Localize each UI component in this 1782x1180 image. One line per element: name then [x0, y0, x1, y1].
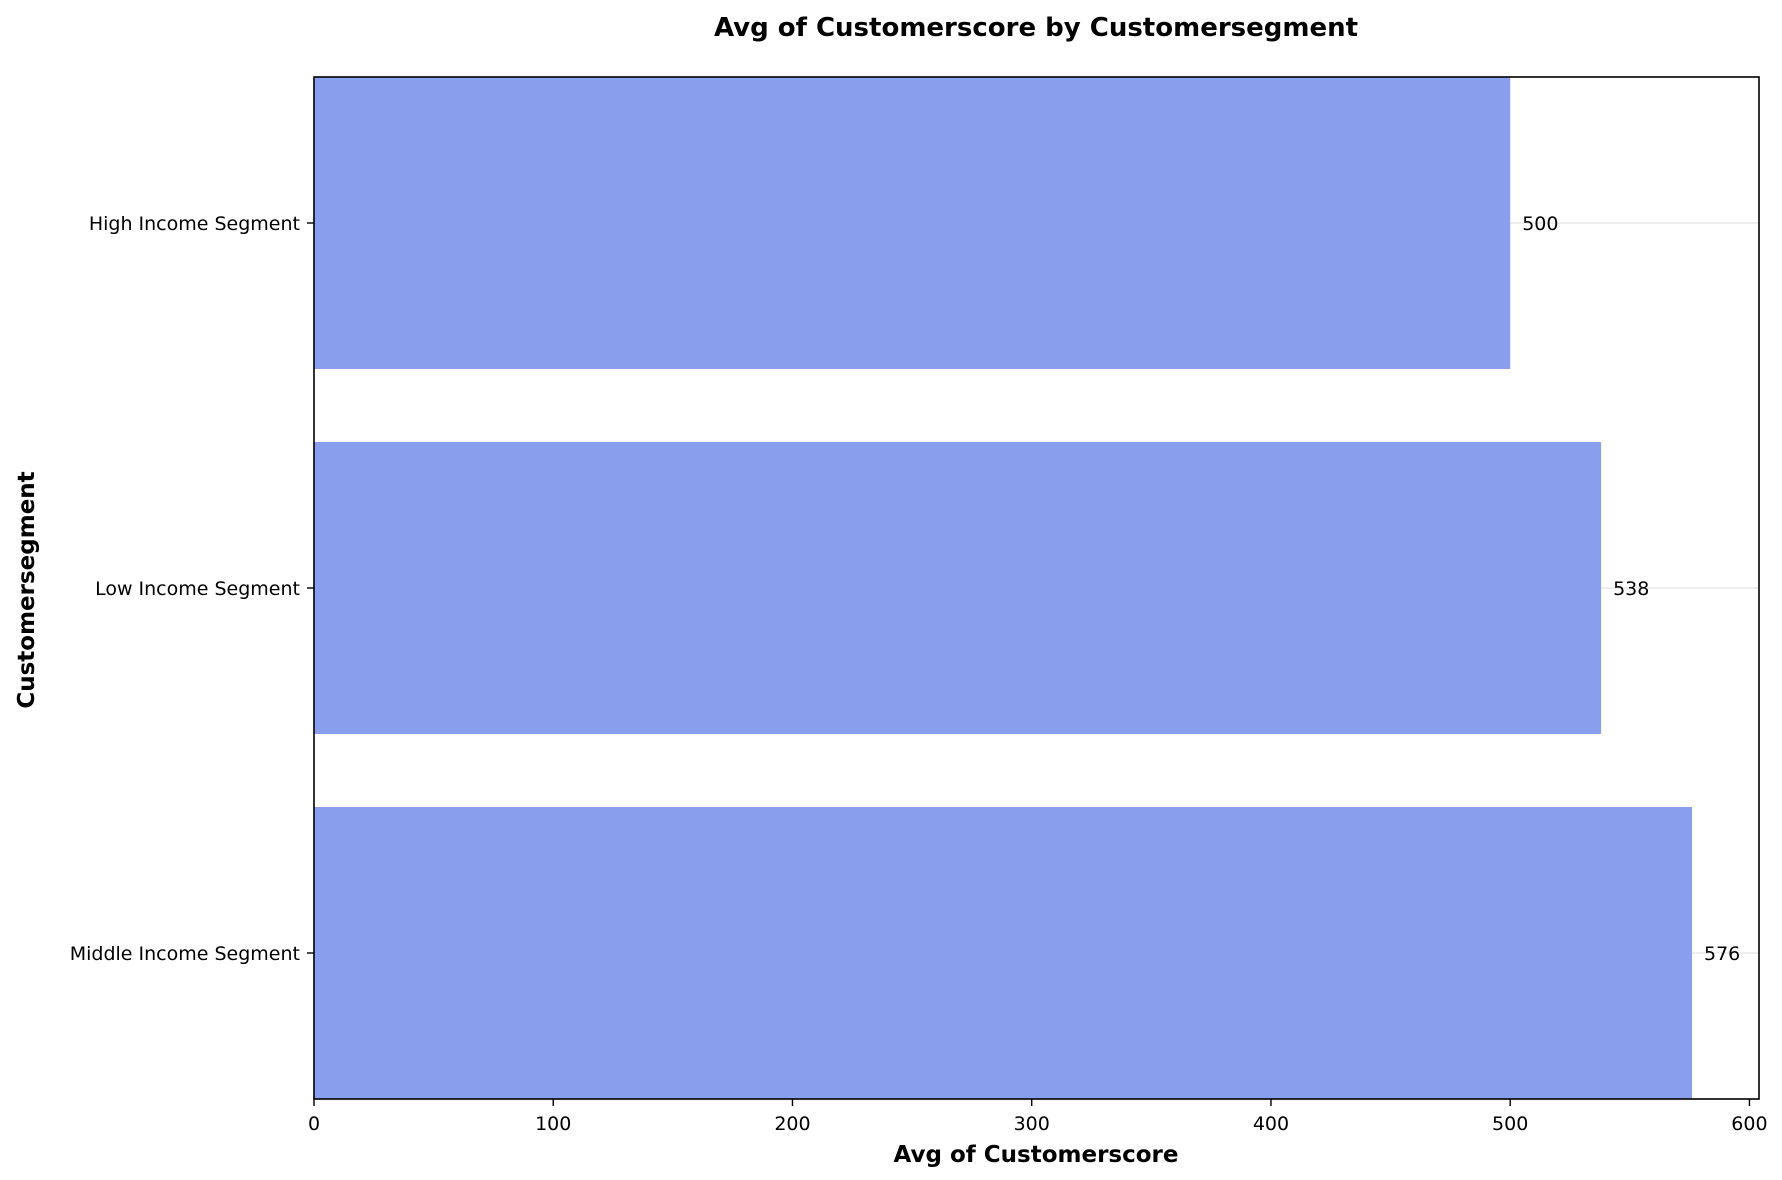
bar-high-income-segment — [314, 77, 1511, 369]
data-labels: 500 538 576 — [1522, 213, 1740, 965]
chart-title: Avg of Customerscore by Customersegment — [714, 13, 1358, 43]
x-tick-label: 100 — [535, 1113, 571, 1135]
bar-low-income-segment — [314, 442, 1602, 734]
bar-middle-income-segment — [314, 807, 1693, 1099]
x-tick-label: 500 — [1492, 1113, 1528, 1135]
y-axis-ticks: High Income Segment Low Income Segment Mid… — [70, 213, 314, 965]
data-label: 500 — [1522, 213, 1558, 235]
x-tick-label: 400 — [1253, 1113, 1289, 1135]
x-tick-label: 300 — [1014, 1113, 1050, 1135]
y-tick-label: Middle Income Segment — [70, 943, 300, 965]
bars — [314, 77, 1693, 1099]
x-tick-label: 0 — [308, 1113, 320, 1135]
data-label: 576 — [1704, 943, 1740, 965]
x-axis-label: Avg of Customerscore — [894, 1142, 1179, 1168]
x-axis-ticks: 0 100 200 300 400 500 600 — [308, 1099, 1768, 1135]
y-tick-label: Low Income Segment — [95, 578, 300, 600]
y-tick-label: High Income Segment — [89, 213, 300, 235]
x-tick-label: 200 — [774, 1113, 810, 1135]
x-tick-label: 600 — [1731, 1113, 1767, 1135]
data-label: 538 — [1613, 578, 1649, 600]
y-axis-label: Customersegment — [14, 471, 40, 708]
